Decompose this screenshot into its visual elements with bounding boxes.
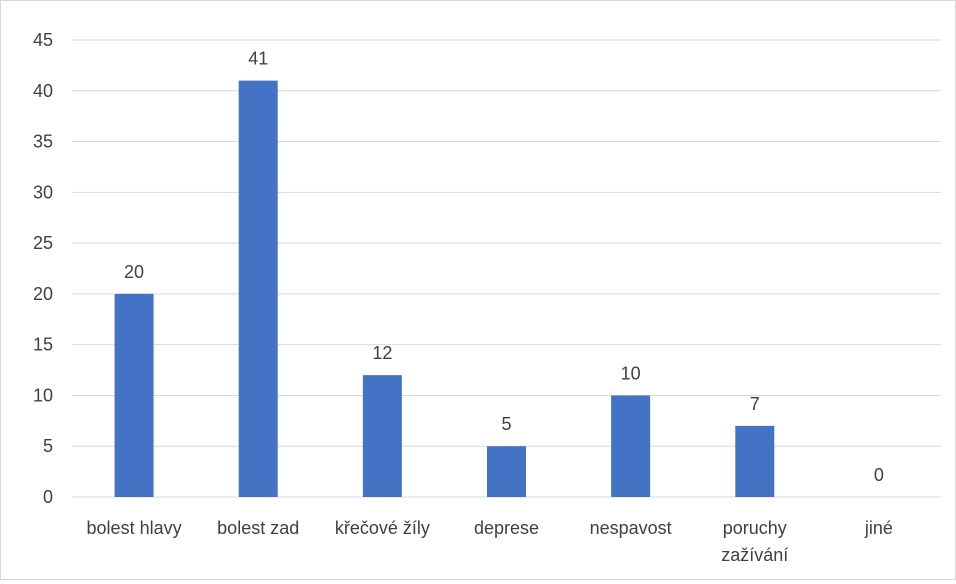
bar-2 <box>362 375 402 497</box>
x-tick-label-0: bolest hlavy <box>87 518 182 538</box>
data-label-1: 41 <box>248 49 268 69</box>
data-label-3: 5 <box>501 414 511 434</box>
x-axis-labels: bolest hlavy bolest zad křečové žíly depres… <box>87 518 893 565</box>
bar-1 <box>238 80 278 497</box>
x-tick-label-1: bolest zad <box>217 518 299 538</box>
bar-3 <box>487 446 526 497</box>
y-axis-ticks: 0 5 10 15 20 25 30 35 40 45 <box>33 30 53 507</box>
x-tick-label-4: nespavost <box>590 518 672 538</box>
y-tick-label-10: 10 <box>33 385 53 405</box>
y-tick-label-15: 15 <box>33 335 53 355</box>
data-label-2: 12 <box>372 343 392 363</box>
bar-0 <box>114 293 154 497</box>
y-tick-label-30: 30 <box>33 182 53 202</box>
y-tick-label-35: 35 <box>33 132 53 152</box>
bar-5 <box>735 425 775 497</box>
y-tick-label-40: 40 <box>33 81 53 101</box>
y-tick-label-25: 25 <box>33 233 53 253</box>
y-tick-label-5: 5 <box>43 436 53 456</box>
y-tick-label-20: 20 <box>33 284 53 304</box>
data-label-0: 20 <box>124 262 144 282</box>
data-label-5: 7 <box>750 394 760 414</box>
y-tick-label-45: 45 <box>33 30 53 50</box>
data-labels: 20 41 12 5 10 7 0 <box>124 49 884 485</box>
data-label-6: 0 <box>874 465 884 485</box>
data-label-4: 10 <box>621 363 641 383</box>
bars <box>114 80 775 497</box>
x-tick-label-5-line-1: zažívání <box>721 545 788 565</box>
y-tick-label-0: 0 <box>43 487 53 507</box>
x-tick-label-3: deprese <box>474 518 539 538</box>
x-tick-label-5-line-0: poruchy <box>723 518 787 538</box>
x-tick-label-2: křečové žíly <box>335 518 430 538</box>
gridlines <box>72 39 941 498</box>
x-tick-label-6: jiné <box>864 518 893 538</box>
bar-4 <box>611 395 651 497</box>
